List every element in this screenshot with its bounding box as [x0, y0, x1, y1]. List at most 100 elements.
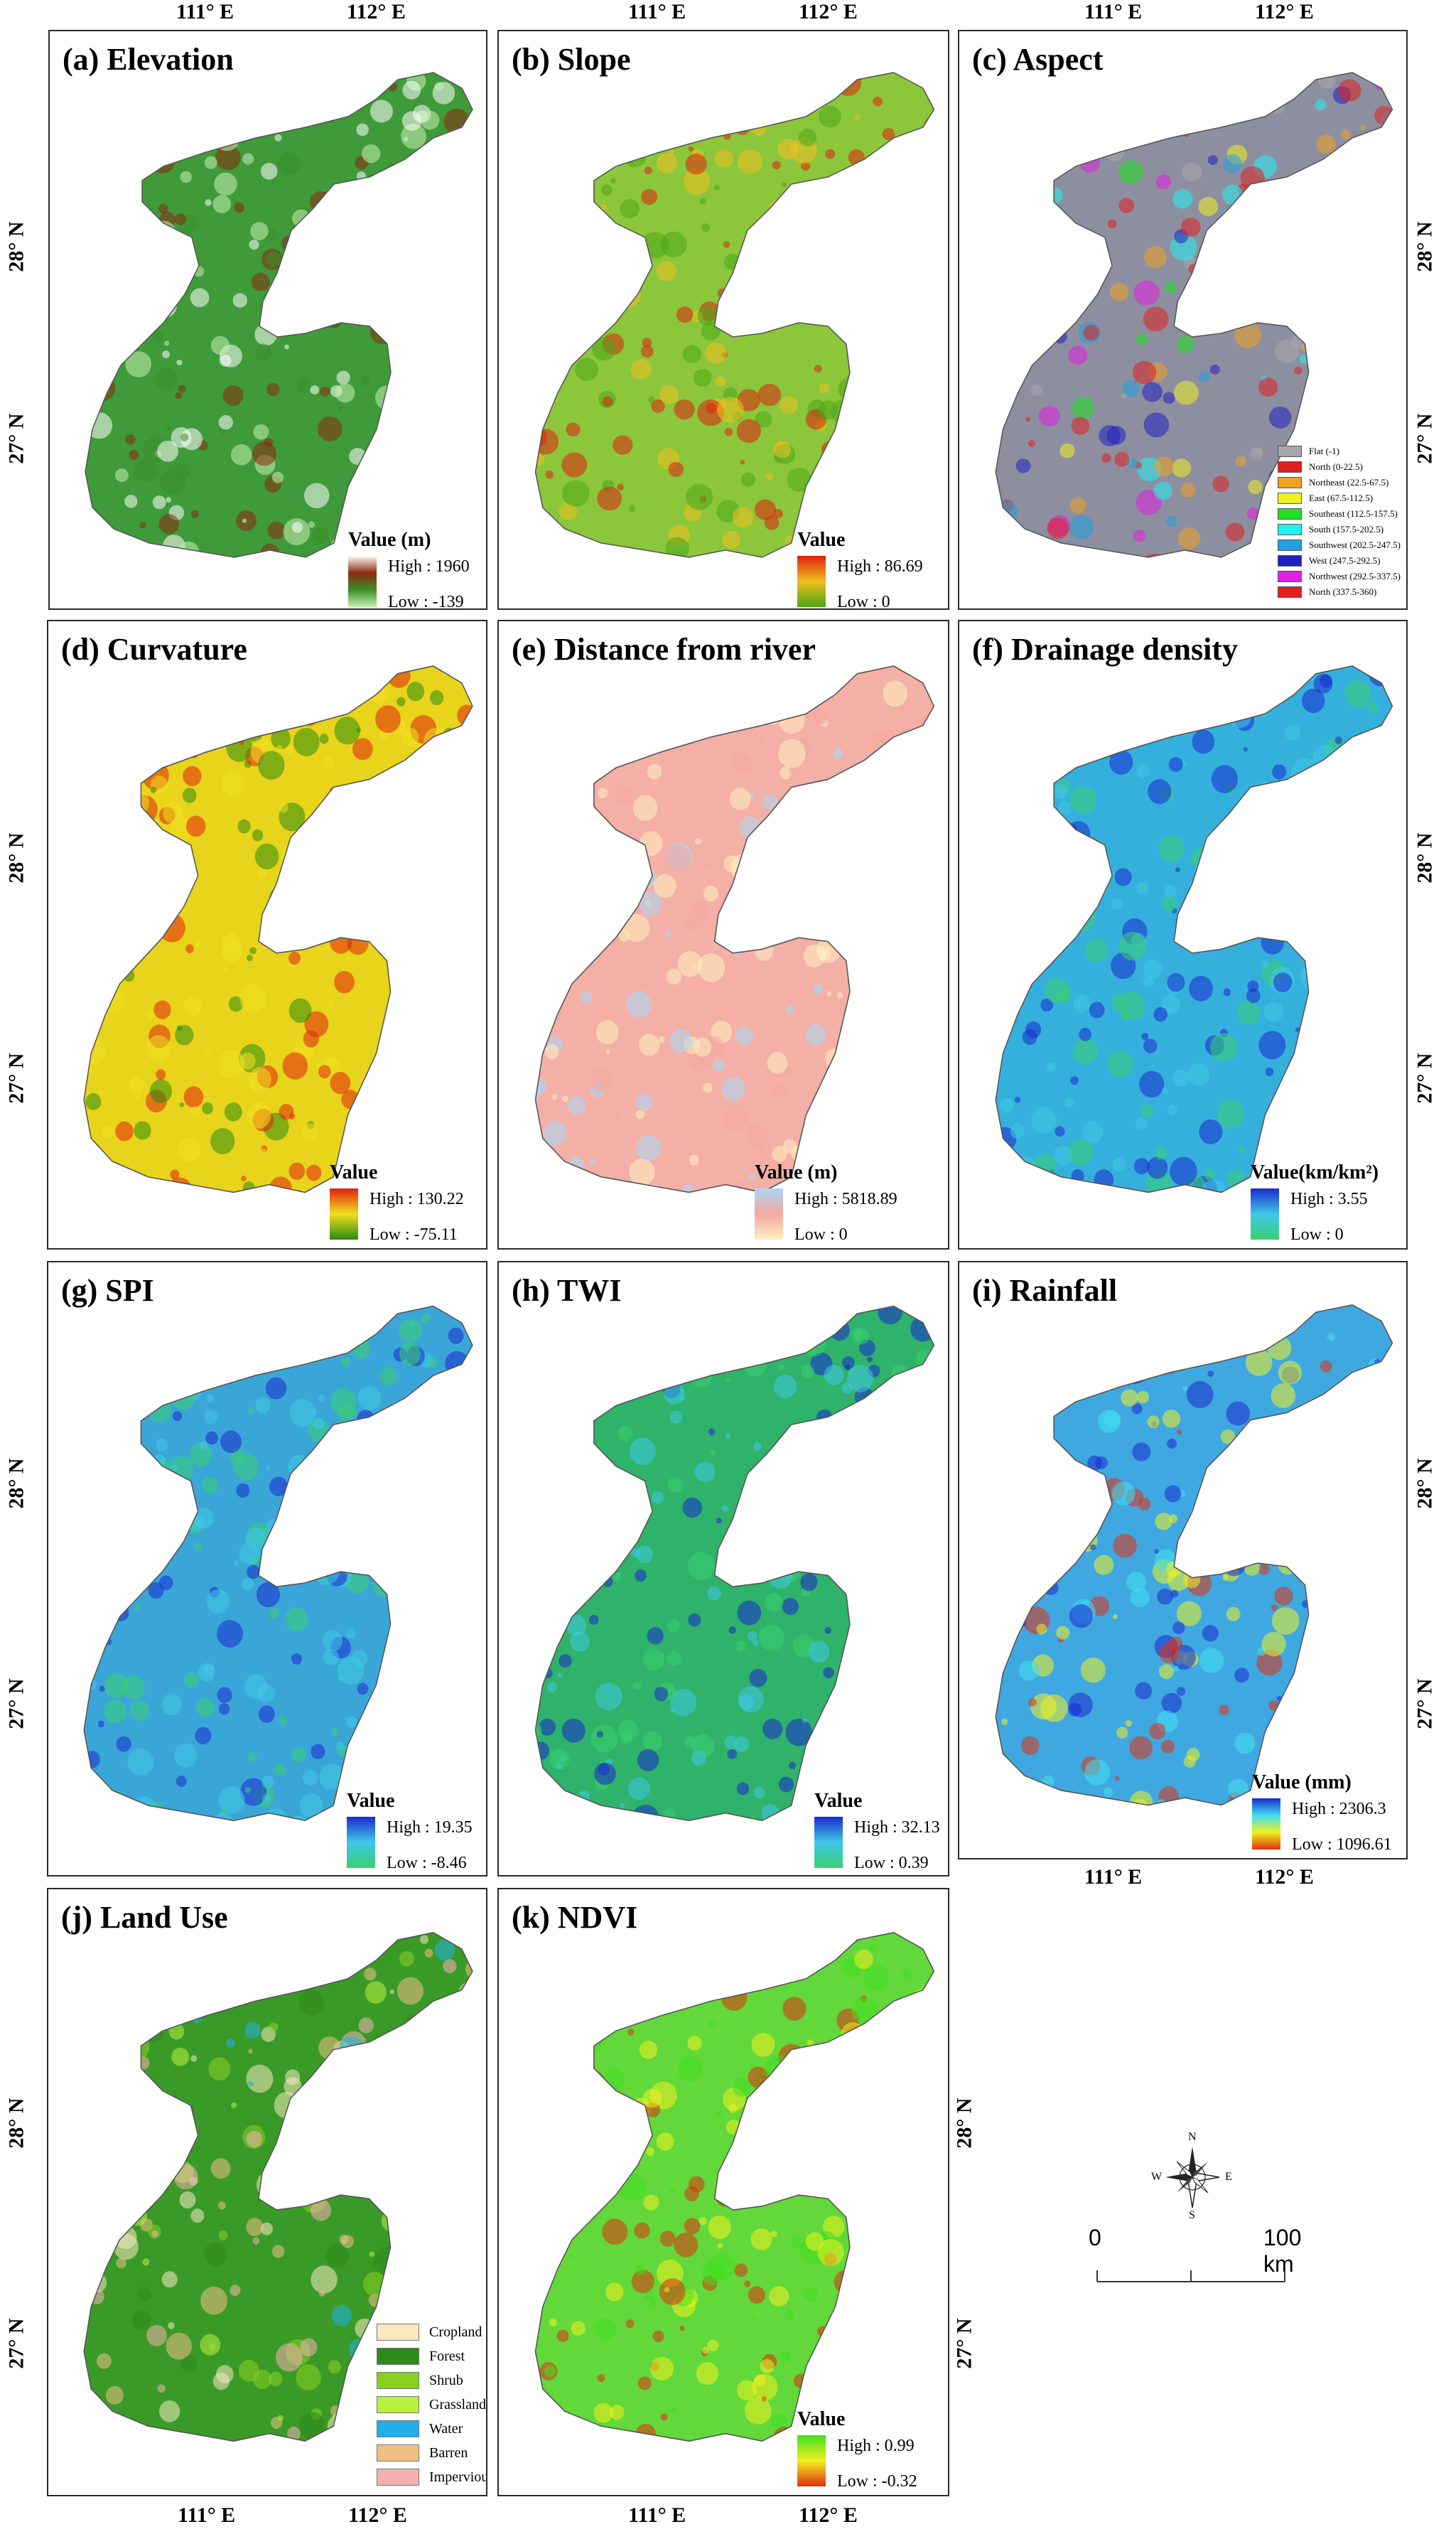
legend-title: Value	[797, 529, 846, 551]
legend-label: South (157.5-202.5)	[1309, 524, 1384, 535]
panel-spi: (g) SPI Value High : 19.35 Low : -8.46	[47, 1261, 487, 1877]
aspect-legend-item: West (247.5-292.5)	[1278, 553, 1401, 569]
legend-drainage-density: Value(km/km²) High : 3.55 Low : 0	[1251, 1161, 1379, 1244]
legend-high: High : 86.69	[837, 557, 923, 576]
panel-elevation: (a) Elevation Value (m) High : 1960 Low …	[48, 30, 487, 610]
panel-title-spi: (g) SPI	[61, 1273, 154, 1308]
legend-swatch	[377, 2444, 419, 2461]
basin-fill	[996, 73, 1393, 557]
coord-top-111-a: 111° E	[176, 0, 234, 23]
color-ramp	[797, 556, 826, 607]
panel-title-aspect: (c) Aspect	[972, 42, 1104, 77]
legend-swatch	[377, 2348, 419, 2365]
legend-curvature: Value High : 130.22 Low : -75.11	[330, 1161, 464, 1244]
legend-swatch	[1278, 446, 1302, 457]
legend-label: Forest	[429, 2348, 465, 2364]
legend-label: Northeast (22.5-67.5)	[1309, 477, 1389, 488]
legend-title: Value	[814, 1790, 863, 1812]
legend-title: Value	[347, 1790, 395, 1812]
legend-twi: Value High : 32.13 Low : 0.39	[814, 1790, 940, 1872]
legend-label: North (337.5-360)	[1309, 586, 1377, 597]
panel-rainfall: (i) Rainfall Value (mm) High : 2306.3 Lo…	[958, 1261, 1408, 1859]
legend-rainfall: Value (mm) High : 2306.3 Low : 1096.61	[1252, 1771, 1392, 1854]
legend-distance-river: Value (m) High : 5818.89 Low : 0	[755, 1161, 897, 1244]
legend-title: Value (m)	[348, 529, 431, 551]
aspect-legend-item: East (67.5-112.5)	[1278, 490, 1401, 506]
scale-bar: 0 100 km	[1089, 2225, 1301, 2296]
compass-e: E	[1225, 2171, 1232, 2183]
panel-title-slope: (b) Slope	[512, 42, 631, 77]
color-ramp	[797, 2435, 826, 2486]
aspect-legend-item: Flat (-1)	[1278, 444, 1401, 459]
spi-map	[83, 1305, 473, 1822]
legend-ndvi: Value High : 0.99 Low : -0.32	[797, 2408, 917, 2491]
legend-low: Low : -139	[388, 593, 464, 610]
basin-fill	[996, 1304, 1393, 1805]
panel-title-ndvi: (k) NDVI	[512, 1900, 638, 1935]
coord-left-27-r1: 27° N	[4, 413, 28, 464]
panel-slope: (b) Slope Value High : 86.69 Low : 0	[497, 30, 949, 610]
legend-high: High : 32.13	[854, 1818, 940, 1837]
legend-title: Value	[330, 1161, 378, 1183]
color-ramp	[347, 1817, 375, 1868]
legend-low: Low : -75.11	[370, 1225, 458, 1244]
coord-mid-112-i: 112° E	[1255, 1865, 1314, 1889]
land-use-legend-item: Water	[377, 2417, 486, 2441]
rainfall-map	[995, 1304, 1393, 1806]
legend-label: Barren	[429, 2444, 468, 2461]
panel-drainage-density: (f) Drainage density Value(km/km²) High …	[958, 620, 1408, 1250]
coord-bottom-111-k: 111° E	[628, 2503, 686, 2527]
legend-swatch	[1278, 586, 1302, 598]
coord-bottom-112-j: 112° E	[348, 2503, 407, 2527]
legend-low: Low : 0	[837, 593, 890, 610]
legend-spi: Value High : 19.35 Low : -8.46	[347, 1790, 473, 1872]
color-ramp	[1252, 1798, 1280, 1850]
legend-low: Low : 0	[794, 1225, 848, 1244]
twi-map	[534, 1305, 935, 1822]
panel-title-twi: (h) TWI	[512, 1273, 622, 1308]
basin-fill	[84, 665, 473, 1193]
aspect-legend-item: Northeast (22.5-67.5)	[1278, 475, 1401, 490]
legend-label: Flat (-1)	[1309, 446, 1339, 456]
scale-zero-label: 0	[1089, 2225, 1101, 2250]
color-ramp	[755, 1188, 783, 1240]
legend-swatch	[1278, 508, 1302, 520]
scale-hundred-label: 100 km	[1263, 2225, 1302, 2277]
legend-label: Impervious	[429, 2469, 487, 2485]
land-use-legend-item: Shrub	[377, 2368, 486, 2393]
legend-title: Value(km/km²)	[1251, 1161, 1379, 1183]
legend-label: North (0-22.5)	[1309, 461, 1363, 472]
basin-fill	[535, 1932, 934, 2442]
color-ramp	[330, 1188, 358, 1240]
coord-right-28-r4: 28° N	[952, 2098, 976, 2149]
legend-swatch	[377, 2420, 419, 2437]
legend-label: Northwest (292.5-337.5)	[1309, 571, 1401, 581]
panel-curvature: (d) Curvature Value High : 130.22 Low : …	[47, 620, 487, 1250]
coord-right-27-r4: 27° N	[952, 2318, 976, 2369]
legend-swatch	[377, 2469, 419, 2486]
land-use-map	[83, 1932, 473, 2442]
scale-bar-line	[1096, 2270, 1285, 2282]
legend-low: Low : 0	[1290, 1225, 1344, 1244]
legend-swatch	[1278, 571, 1302, 582]
aspect-legend-item: Southeast (112.5-157.5)	[1278, 506, 1401, 522]
distance-river-map	[534, 665, 935, 1193]
coord-left-28-r2: 28° N	[4, 832, 28, 884]
land-use-legend-item: Barren	[377, 2441, 486, 2465]
legend-swatch	[1278, 524, 1302, 535]
compass-s: S	[1189, 2209, 1195, 2221]
legend-swatch	[1278, 477, 1302, 488]
legend-label: Southeast (112.5-157.5)	[1309, 508, 1398, 519]
legend-swatch	[1278, 555, 1302, 567]
compass-w: W	[1151, 2171, 1163, 2183]
curvature-map	[83, 665, 473, 1193]
land-use-legend-item: Cropland	[377, 2320, 486, 2344]
panel-distance-river: (e) Distance from river Value (m) High :…	[497, 620, 949, 1250]
coord-left-28-r4: 28° N	[4, 2098, 28, 2149]
compass-rose-icon	[1165, 2147, 1220, 2208]
legend-elevation: Value (m) High : 1960 Low : -139	[348, 529, 470, 608]
basin-fill	[84, 1306, 473, 1821]
coord-top-112-a: 112° E	[347, 0, 406, 23]
color-ramp	[1251, 1188, 1279, 1240]
coord-left-27-r4: 27° N	[4, 2318, 28, 2369]
